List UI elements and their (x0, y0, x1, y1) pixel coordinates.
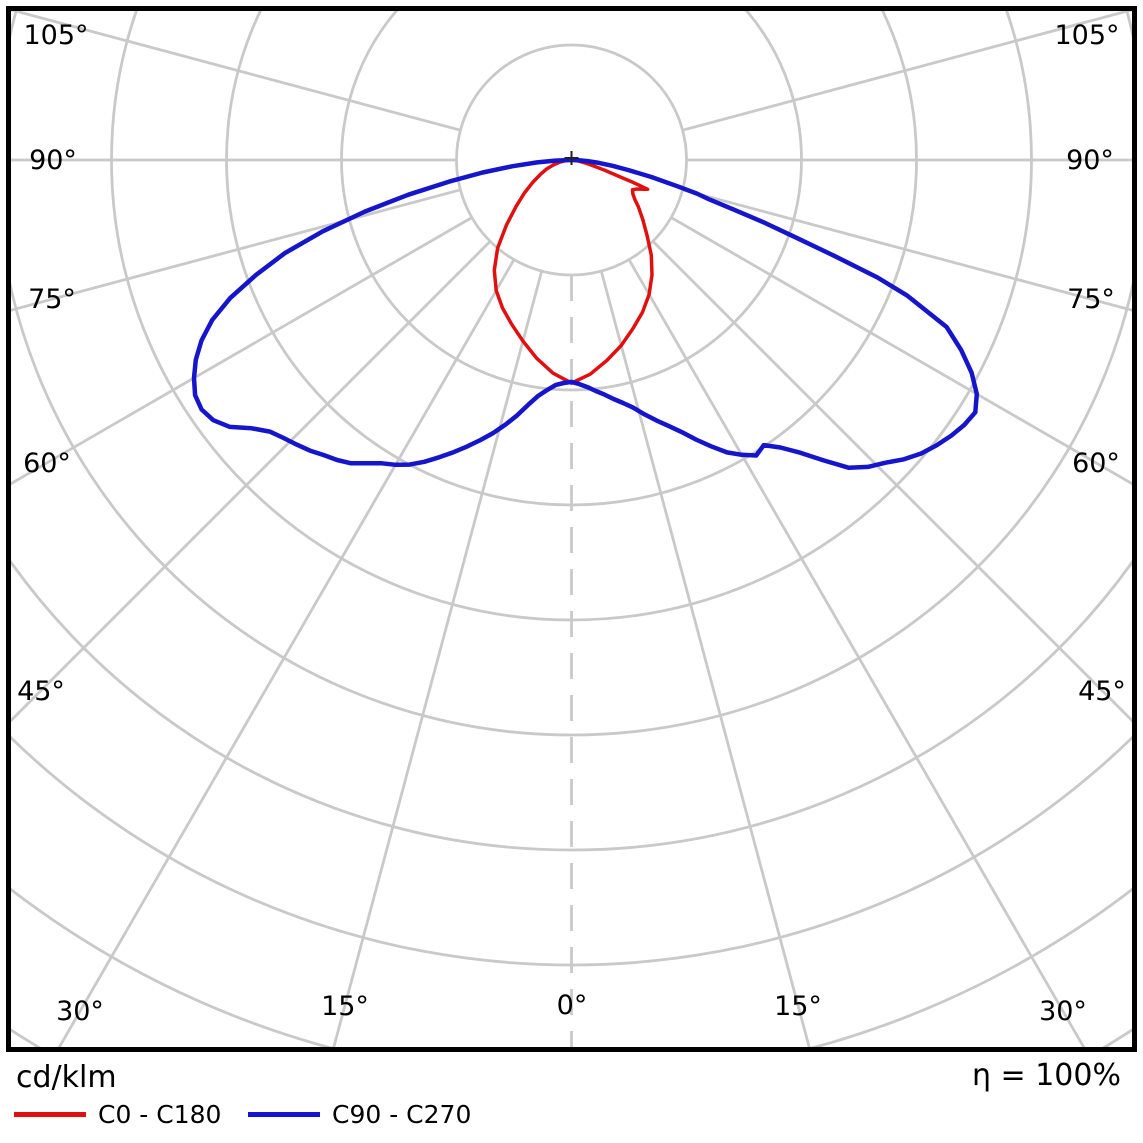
gamma-gridline (627, 258, 1086, 1047)
grid-ring (11, 11, 1132, 737)
angle-tick-label: 105° (1054, 20, 1119, 51)
gamma-gridline (11, 188, 461, 312)
unit-label: cd/klm (16, 1060, 117, 1095)
gamma-gridline (599, 270, 811, 1047)
legend-label-c90-c270: C90 - C270 (332, 1100, 472, 1129)
angle-tick-label: 75° (28, 284, 76, 315)
angle-tick-label: 75° (1067, 284, 1115, 315)
angle-tick-label: 90° (1066, 145, 1114, 176)
efficiency-label: η = 100% (972, 1058, 1121, 1093)
legend-swatch-red (14, 1112, 86, 1117)
angle-tick-label: 90° (29, 145, 77, 176)
polar-chart-svg: 0° 15° 15° 30° 30° 45° 45° 60° 60° 75° 75° 90° 90° 10… (6, 6, 1137, 1052)
legend-swatch-blue (248, 1112, 320, 1117)
gamma-gridline (11, 216, 473, 486)
angle-tick-label: 30° (1039, 996, 1087, 1027)
grid-ring (225, 11, 918, 507)
angle-tick-label: 60° (1072, 448, 1120, 479)
angle-tick-label: 15° (321, 991, 369, 1022)
gamma-gridline (332, 270, 544, 1047)
legend-item-c90-c270: C90 - C270 (248, 1100, 471, 1129)
series-path-0 (492, 158, 654, 385)
angle-tick-label: 45° (1078, 676, 1126, 707)
chart-frame (6, 6, 1137, 1052)
gamma-gridline (11, 11, 461, 132)
series-path-1 (191, 157, 980, 470)
angle-tick-label: 60° (23, 448, 71, 479)
angle-tick-label: 30° (56, 996, 104, 1027)
gamma-gridline (670, 216, 1132, 486)
gamma-gridline (651, 240, 1132, 723)
angle-tick-label: 105° (23, 20, 88, 51)
grid-layer (11, 11, 1132, 1047)
gamma-gridline (57, 258, 516, 1047)
legend-label-c0-c180: C0 - C180 (98, 1100, 222, 1129)
grid-ring (11, 559, 1132, 852)
grid-ring (11, 735, 1132, 967)
gamma-gridline (11, 240, 492, 723)
legend-item-c0-c180: C0 - C180 (14, 1100, 221, 1129)
gamma-gridline (682, 188, 1132, 312)
angle-tick-label: 45° (17, 676, 65, 707)
angle-tick-label: 0° (557, 990, 588, 1021)
angle-tick-label: 15° (774, 991, 822, 1022)
gamma-gridline (682, 11, 1132, 132)
